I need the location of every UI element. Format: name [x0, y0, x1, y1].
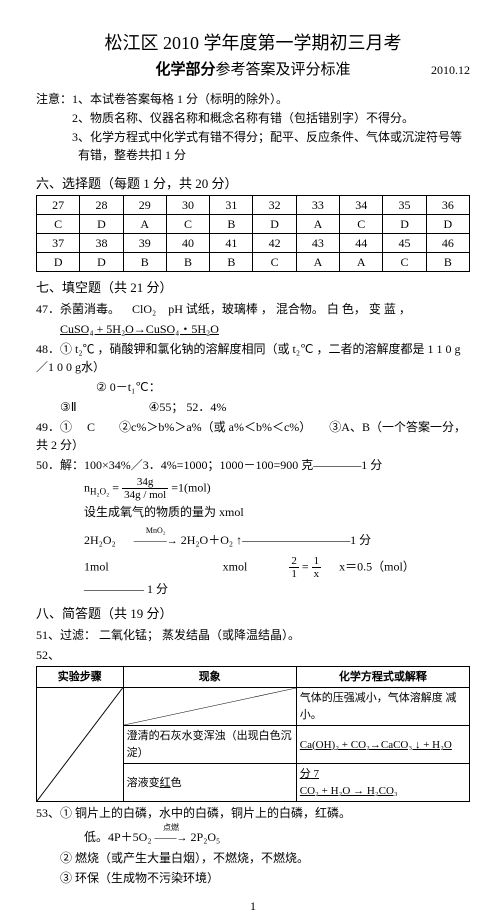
note-3: 3、化学方程式中化学式有错不得分；配平、反应条件、气体或沉淀符号等有错，整卷共扣…	[72, 130, 462, 162]
fraction: 2 1	[289, 555, 299, 580]
fraction: 34g 34g / mol	[122, 476, 168, 501]
subtitle-bold: 化学部分	[155, 62, 215, 78]
q50-eq: 2H₂O₂ MnO₂ ———→ 2H₂O＋O₂ ↑—————————1 分	[36, 527, 470, 550]
table-row: 37383940414243444546	[37, 234, 470, 253]
q50-ratio: 1mol xmol 2 1 = 1 x x＝0.5（mol）————— 1 分	[36, 555, 470, 598]
diagonal-cell	[37, 688, 124, 802]
notes-lead: 注意：	[36, 92, 72, 106]
section-7-title: 七、填空题（共 21 分）	[36, 278, 470, 298]
q53-4: ③ 环保（生成物不污染环境）	[36, 869, 470, 887]
experiment-table: 实验步骤 现象 化学方程式或解释 气体的压强减小，气体溶解度 减小。 澄清的石灰…	[36, 666, 470, 803]
page-title: 松江区 2010 学年度第一学期初三月考	[36, 30, 470, 57]
answer-table: 27282930313233343536 CDACBDACDD 37383940…	[36, 195, 470, 272]
q48-line2: ③Ⅱ④55； 52．4%	[36, 398, 470, 416]
table-row: 27282930313233343536	[37, 196, 470, 215]
date: 2010.12	[431, 61, 470, 79]
q47-eq: CuSO₄ + 5H₂O→CuSO₄・5H₂O	[36, 320, 470, 338]
diagonal-cell	[123, 688, 296, 726]
subtitle-rest: 参考答案及评分标准	[216, 62, 351, 78]
q48-line1b: ② 0－t₁℃：	[36, 378, 470, 396]
q52: 52、	[36, 646, 470, 664]
arrow-icon: 点燃 ——→	[155, 824, 188, 847]
section-8-title: 八、简答题（共 19 分）	[36, 604, 470, 624]
page-number: 1	[36, 897, 470, 915]
table-row: CDACBDACDD	[37, 215, 470, 234]
section-6-title: 六、选择题（每题 1 分，共 20 分）	[36, 174, 470, 194]
table-row: 气体的压强减小，气体溶解度 减小。	[37, 688, 470, 726]
q50-frac: nH₂O₂ = 34g 34g / mol =1(mol)	[36, 476, 470, 501]
q49: 49．① C ②c%＞b%＞a%（或 a%＜b%＜c%） ③A、B（一个答案一分…	[36, 418, 470, 454]
notes: 注意：1、本试卷答案每格 1 分（标明的除外）。 2、物质名称、仪器名称和概念名…	[36, 90, 470, 164]
q53-3: ② 燃烧（或产生大量白烟），不燃烧，不燃烧。	[36, 849, 470, 867]
table-row: 实验步骤 现象 化学方程式或解释	[37, 666, 470, 688]
q50-line1: 50．解：100×34%／3．4%=1000；1000－100=900 克———…	[36, 456, 470, 474]
q53-1: 53、① 铜片上的白磷，水中的白磷，铜片上的白磷，红磷。	[36, 804, 470, 822]
arrow-icon: MnO₂ ———→	[134, 527, 178, 550]
q50-text: 设生成氧气的物质的量为 xmol	[36, 503, 470, 521]
q48-line1: 48．① t₂℃ ，硝酸钾和氯化钠的溶解度相同（或 t₂℃ ，二者的溶解度都是 …	[36, 340, 470, 376]
q53-2: 低。4P＋5O₂ 点燃 ——→ 2P₂O₅	[36, 824, 470, 847]
fraction: 1 x	[312, 555, 322, 580]
subtitle-row: 化学部分参考答案及评分标准 2010.12	[36, 59, 470, 82]
note-2: 2、物质名称、仪器名称和概念名称有错（包括错别字）不得分。	[72, 111, 414, 125]
table-row: DDBBBCAACB	[37, 253, 470, 272]
q47-line1: 47．杀菌消毒。ClO₂pH 试纸，玻璃棒 ， 混合物。 白 色， 变 蓝 ，	[36, 300, 470, 318]
note-1: 1、本试卷答案每格 1 分（标明的除外）。	[72, 92, 288, 106]
q51: 51、过滤： 二氧化锰； 蒸发结晶（或降温结晶）。	[36, 626, 470, 644]
